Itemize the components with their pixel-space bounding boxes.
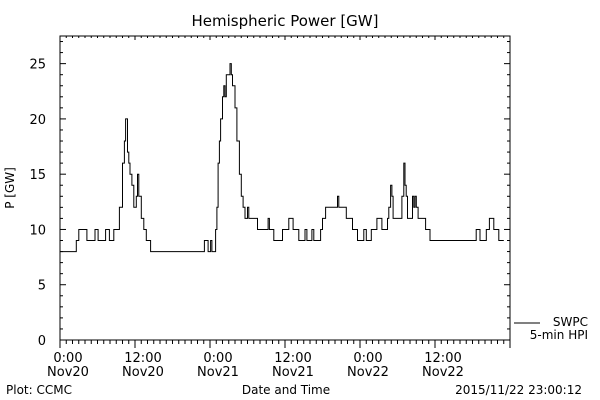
x-tick-date-label: Nov22 (347, 365, 389, 380)
y-tick-label: 25 (29, 58, 46, 73)
x-tick-time-label: 0:00 (203, 351, 232, 366)
series-layer (60, 63, 504, 253)
x-tick-date-label: Nov21 (272, 365, 314, 380)
plot-source-label: Plot: CCMC (6, 383, 72, 397)
x-tick-date-label: Nov20 (47, 365, 89, 380)
plot-frame (59, 35, 511, 341)
y-tick-label: 15 (29, 168, 46, 183)
y-tick-label: 5 (38, 279, 46, 294)
x-tick-date-label: Nov20 (122, 365, 164, 380)
x-tick-time-label: 0:00 (353, 351, 382, 366)
series-line-0 (60, 63, 504, 253)
chart-title: Hemispheric Power [GW] (192, 12, 379, 30)
x-axis-label: Date and Time (242, 383, 330, 397)
x-tick-time-label: 12:00 (424, 351, 461, 366)
legend-line1: SWPC (553, 315, 588, 329)
y-tick-label: 10 (29, 223, 46, 238)
x-tick-time-label: 12:00 (274, 351, 311, 366)
plot-timestamp: 2015/11/22 23:00:12 (455, 383, 582, 397)
y-tick-label: 0 (38, 334, 46, 349)
y-axis-label: P [GW] (3, 167, 17, 209)
legend-line2: 5-min HPI (530, 328, 588, 342)
y-axis-ticks: 0 5 10 15 20 25 (29, 41, 510, 349)
x-axis-ticks: 0:00Nov2012:00Nov200:00Nov2112:00Nov210:… (47, 36, 511, 380)
x-tick-date-label: Nov21 (197, 365, 239, 380)
x-tick-date-label: Nov22 (422, 365, 464, 380)
y-tick-label: 20 (29, 113, 46, 128)
legend: SWPC 5-min HPI (514, 315, 588, 342)
x-tick-time-label: 0:00 (53, 351, 82, 366)
x-tick-time-label: 12:00 (124, 351, 161, 366)
